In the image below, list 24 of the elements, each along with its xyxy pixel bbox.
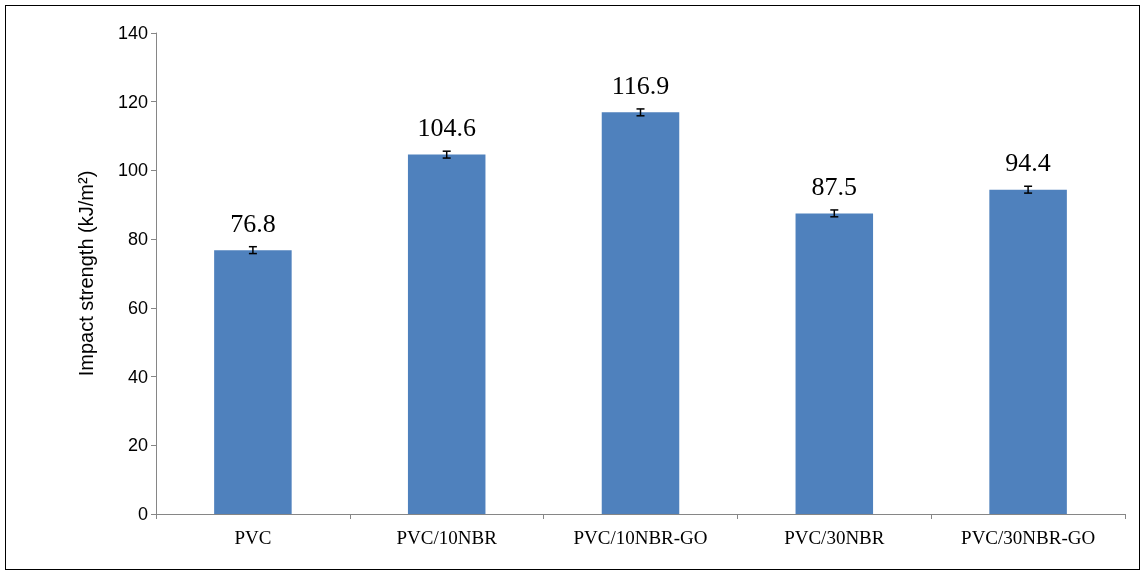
bar <box>601 112 680 514</box>
y-tick-label: 20 <box>127 435 148 456</box>
bar <box>989 189 1067 514</box>
data-label: 104.6 <box>417 113 476 143</box>
y-tick-label: 40 <box>127 366 148 387</box>
data-label: 87.5 <box>811 171 858 201</box>
y-tick-label: 0 <box>137 504 148 524</box>
y-tick-label: 100 <box>117 160 148 181</box>
data-label: 116.9 <box>611 70 670 100</box>
y-axis-title: Impact strength (kJ/m²) <box>75 170 97 377</box>
y-tick-label: 140 <box>117 23 148 43</box>
x-tick-label: PVC/30NBR <box>784 527 885 548</box>
data-label: 94.4 <box>1005 148 1051 178</box>
y-tick-label: 120 <box>117 91 148 112</box>
bar <box>795 213 874 514</box>
x-tick-label: PVC/30NBR-GO <box>961 527 1096 548</box>
bar <box>407 154 486 514</box>
bar <box>214 250 292 514</box>
x-tick-label: PVC/10NBR <box>396 527 498 548</box>
y-tick-label: 80 <box>127 229 148 250</box>
x-tick-label: PVC <box>234 527 272 548</box>
x-tick-label: PVC/10NBR-GO <box>573 527 708 548</box>
y-tick-label: 60 <box>127 297 148 318</box>
data-label: 76.8 <box>230 208 276 238</box>
